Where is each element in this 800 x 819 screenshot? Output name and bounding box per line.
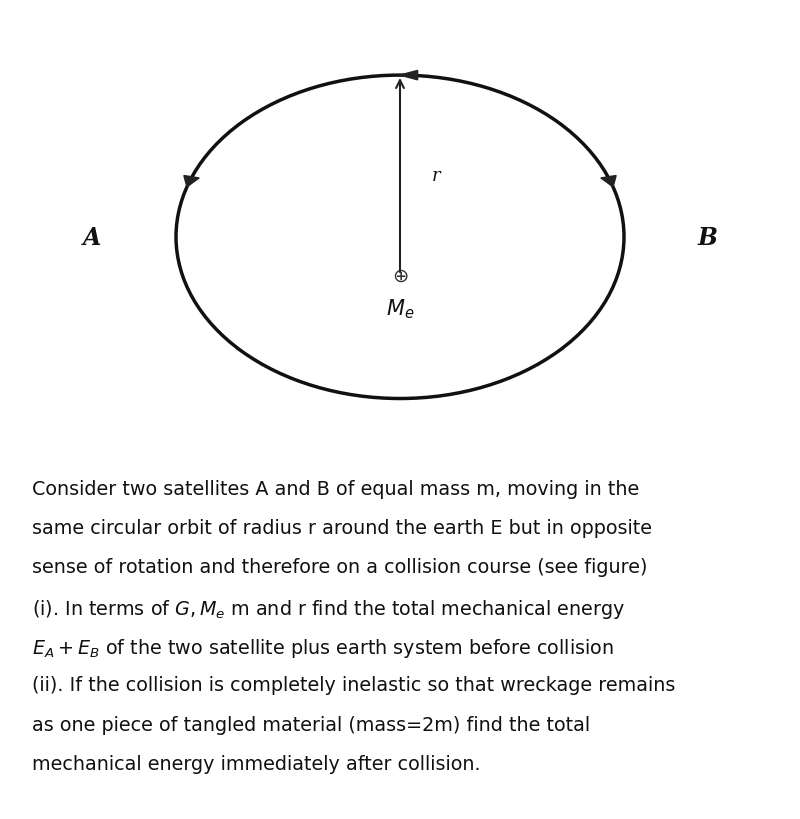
Text: sense of rotation and therefore on a collision course (see figure): sense of rotation and therefore on a col… [32,558,647,577]
Text: ⊕: ⊕ [392,266,408,285]
Text: A: A [83,225,101,250]
Text: as one piece of tangled material (mass=2m) find the total: as one piece of tangled material (mass=2… [32,715,590,734]
Text: same circular orbit of radius r around the earth E but in opposite: same circular orbit of radius r around t… [32,518,652,537]
Text: (ii). If the collision is completely inelastic so that wreckage remains: (ii). If the collision is completely ine… [32,676,675,695]
Text: r: r [432,167,441,185]
Text: mechanical energy immediately after collision.: mechanical energy immediately after coll… [32,754,481,773]
Text: Consider two satellites A and B of equal mass m, moving in the: Consider two satellites A and B of equal… [32,479,639,498]
Polygon shape [184,176,199,188]
Text: $E_A + E_B$ of the two satellite plus earth system before collision: $E_A + E_B$ of the two satellite plus ea… [32,636,614,659]
Text: B: B [698,225,718,250]
Text: $M_e$: $M_e$ [386,296,414,320]
Text: (i). In terms of $G, M_e$ m and r find the total mechanical energy: (i). In terms of $G, M_e$ m and r find t… [32,597,625,620]
Polygon shape [601,176,616,188]
Polygon shape [400,71,418,81]
